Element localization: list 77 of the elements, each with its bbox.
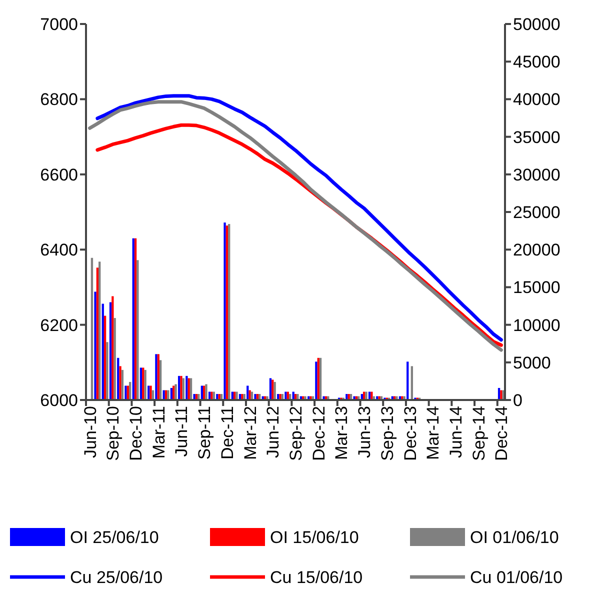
x-tick-label: Jun-14 — [446, 406, 466, 458]
bar — [136, 260, 139, 400]
bar — [406, 362, 409, 400]
y-tick-label: 7000 — [40, 14, 78, 34]
x-tick-label: Jun-10 — [80, 406, 100, 458]
bar — [410, 366, 414, 400]
bar — [226, 226, 228, 400]
x-tick-label: Mar-13 — [332, 406, 352, 460]
bar — [132, 238, 134, 400]
bar — [319, 358, 322, 400]
y-tick-label: 6800 — [40, 90, 78, 110]
y2-tick-label: 40000 — [513, 90, 560, 110]
bar — [365, 392, 368, 400]
bar — [248, 390, 251, 400]
x-tick-label: Sep-13 — [378, 406, 397, 461]
x-tick-label: Jun-13 — [355, 406, 374, 458]
legend-label: Cu 25/06/10 — [70, 568, 163, 587]
bar — [224, 222, 226, 400]
bar — [159, 360, 162, 400]
x-tick-label: Dec-14 — [492, 406, 512, 461]
legend-label: Cu 15/06/10 — [270, 568, 363, 587]
x-tick-label: Sep-14 — [469, 406, 488, 461]
x-tick-label: Sep-10 — [104, 406, 123, 461]
y2-tick-label: 35000 — [513, 128, 560, 147]
y2-tick-label: 50000 — [513, 14, 560, 34]
y2-tick-label: 15000 — [513, 278, 560, 298]
bar — [370, 392, 373, 400]
bar — [396, 396, 398, 400]
y2-tick-label: 25000 — [513, 202, 560, 222]
bar — [109, 302, 112, 400]
bar — [186, 376, 188, 400]
legend-label: OI 15/06/10 — [270, 528, 359, 547]
bar — [228, 224, 230, 400]
y-tick-label: 6000 — [40, 390, 78, 410]
legend-label: OI 01/06/10 — [470, 528, 559, 547]
y2-tick-label: 30000 — [513, 165, 560, 184]
bar — [90, 258, 94, 400]
x-tick-label: Mar-12 — [240, 406, 260, 460]
bar — [353, 396, 356, 400]
x-tick-label: Dec-13 — [400, 406, 420, 461]
y2-tick-label: 10000 — [513, 316, 560, 335]
y-tick-label: 6600 — [40, 165, 78, 184]
bar — [134, 238, 137, 400]
x-tick-label: Dec-10 — [126, 406, 146, 461]
bar — [104, 316, 106, 400]
y-tick-label: 6200 — [40, 316, 78, 335]
bar — [112, 296, 114, 400]
x-tick-label: Jun-12 — [264, 406, 283, 458]
bar — [96, 268, 99, 400]
x-tick-label: Mar-11 — [149, 406, 168, 459]
x-tick-label: Sep-11 — [195, 406, 214, 460]
bar — [315, 362, 318, 400]
bar — [236, 392, 238, 400]
legend-label: Cu 01/06/10 — [470, 568, 563, 587]
x-tick-label: Dec-12 — [309, 406, 328, 461]
y2-tick-label: 0 — [513, 390, 522, 410]
bar — [322, 396, 325, 400]
bar — [317, 358, 320, 400]
y2-tick-label: 20000 — [513, 240, 560, 260]
bar — [266, 396, 268, 400]
bar — [119, 366, 122, 400]
y2-tick-label: 5000 — [513, 353, 551, 372]
bar — [106, 342, 108, 400]
bar — [114, 318, 116, 400]
bar — [98, 262, 101, 400]
bar — [102, 304, 104, 400]
x-tick-label: Dec-11 — [218, 406, 237, 460]
y2-tick-label: 45000 — [513, 52, 560, 72]
x-tick-label: Mar-14 — [424, 406, 443, 460]
bar — [94, 292, 96, 400]
x-tick-label: Sep-12 — [286, 406, 306, 461]
x-tick-label: Jun-11 — [172, 406, 192, 457]
legend-label: OI 25/06/10 — [70, 528, 159, 547]
y-tick-label: 6400 — [40, 240, 78, 260]
bar — [117, 358, 120, 400]
bar — [193, 394, 196, 400]
bar — [140, 368, 142, 400]
